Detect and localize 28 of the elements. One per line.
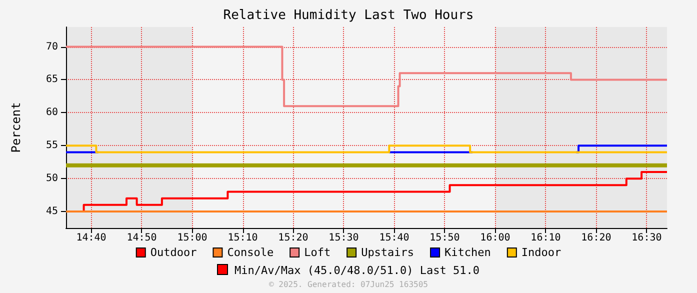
x-tick-label: 16:00 bbox=[480, 232, 510, 244]
x-tick-label: 14:40 bbox=[76, 232, 106, 244]
x-tick-label: 15:20 bbox=[278, 232, 308, 244]
chart-title: Relative Humidity Last Two Hours bbox=[223, 8, 474, 23]
text: Min/Av/Max (45.0/48.0/51.0) Last 51.0 bbox=[234, 264, 480, 277]
x-tick-label: 16:10 bbox=[530, 232, 561, 244]
legend-label: Loft bbox=[304, 246, 331, 259]
y-tick-label: 45 bbox=[46, 206, 58, 218]
legend-label: Outdoor bbox=[150, 246, 198, 259]
legend-label: Kitchen bbox=[444, 246, 491, 259]
legend-label: Console bbox=[227, 246, 274, 259]
x-tick-label: 15:30 bbox=[328, 232, 359, 244]
y-tick-label: 70 bbox=[46, 41, 58, 52]
legend-label: Upstairs bbox=[361, 246, 414, 259]
y-tick-label: 50 bbox=[46, 173, 58, 184]
x-tick-label: 15:40 bbox=[379, 232, 410, 244]
legend-label: Indoor bbox=[521, 246, 562, 259]
y-tick-label: 65 bbox=[46, 74, 58, 86]
x-tick-label: 14:50 bbox=[126, 232, 157, 244]
y-tick-label: 60 bbox=[46, 107, 58, 118]
x-tick-label: 15:00 bbox=[177, 232, 208, 244]
x-tick-label: 15:50 bbox=[430, 232, 460, 244]
x-tick-label: 16:30 bbox=[632, 232, 662, 244]
x-tick-label: 16:20 bbox=[581, 232, 612, 244]
text: © 2025. Generated: 07Jun25 163505 bbox=[269, 280, 428, 289]
x-tick-label: 15:10 bbox=[228, 232, 258, 244]
y-tick-label: 55 bbox=[46, 140, 58, 152]
y-axis-title: Percent bbox=[9, 102, 23, 153]
